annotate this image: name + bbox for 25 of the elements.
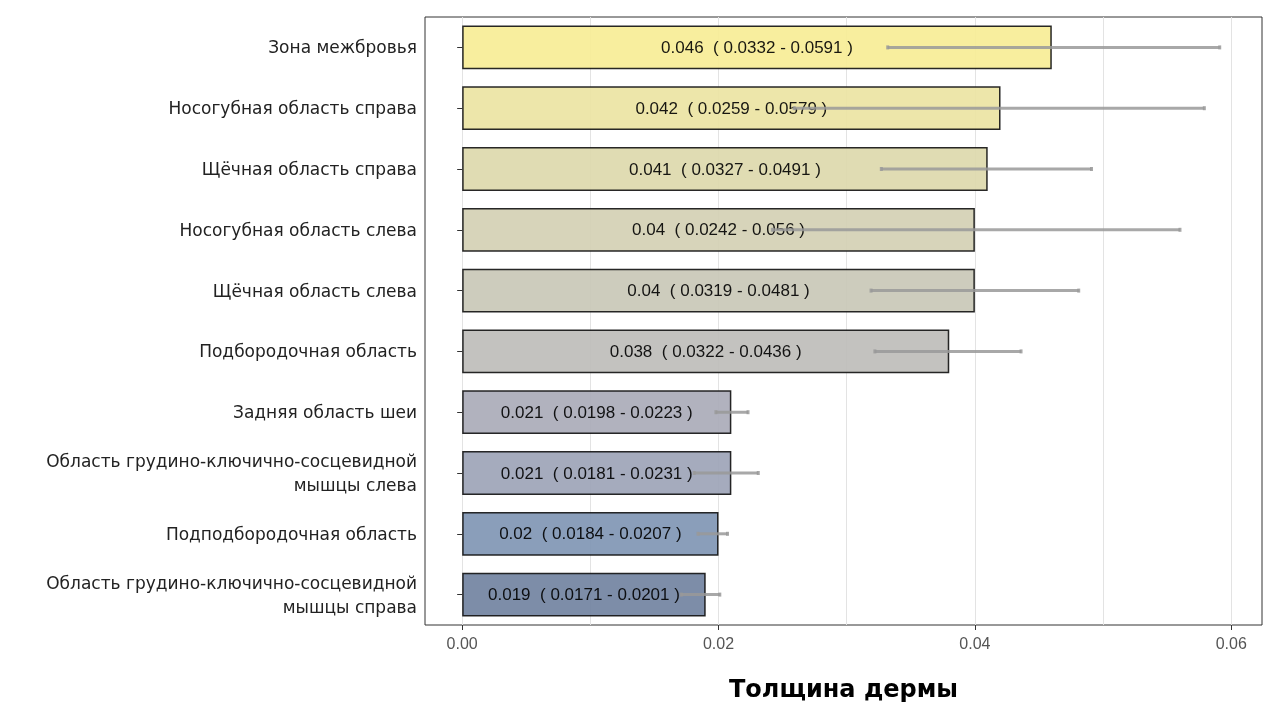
y-tick-label: Область грудино-ключично-сосцевидной мышцы слева (46, 451, 417, 495)
y-tick-label: Подбородочная область (199, 341, 417, 362)
y-tick-label: Носогубная область справа (168, 98, 417, 119)
data-label: 0.038 ( 0.0322 - 0.0436 ) (609, 341, 802, 361)
x-tick-label: 0.06 (1215, 634, 1247, 652)
data-label: 0.046 ( 0.0332 - 0.0591 ) (661, 37, 853, 57)
x-axis-title: Толщина дермы (728, 675, 959, 703)
data-label: 0.02 ( 0.0184 - 0.0207 ) (499, 524, 682, 544)
y-tick-label: Область грудино-ключично-сосцевидной мышцы справа (46, 572, 417, 617)
data-label: 0.04 ( 0.0242 - 0.056 ) (632, 220, 805, 240)
data-label: 0.021 ( 0.0198 - 0.0223 ) (500, 402, 693, 422)
y-tick-label: Носогубная область слева (179, 219, 417, 240)
x-tick-label: 0.00 (446, 634, 478, 652)
x-tick-label: 0.04 (959, 634, 991, 652)
data-label: 0.04 ( 0.0319 - 0.0481 ) (627, 281, 810, 301)
data-label: 0.019 ( 0.0171 - 0.0201 ) (488, 585, 680, 605)
y-tick-label: Задняя область шеи (233, 402, 417, 423)
data-label: 0.042 ( 0.0259 - 0.0579 ) (635, 98, 828, 118)
y-tick-label: Зона межбровья (268, 37, 417, 58)
y-tick-label: Щёчная область справа (201, 159, 417, 179)
y-tick-label: Щёчная область слева (212, 280, 417, 301)
data-label: 0.041 ( 0.0327 - 0.0491 ) (629, 159, 821, 179)
data-label: 0.021 ( 0.0181 - 0.0231 ) (500, 463, 693, 483)
y-tick-label: Подподбородочная область (165, 523, 417, 544)
x-tick-label: 0.02 (702, 634, 735, 652)
